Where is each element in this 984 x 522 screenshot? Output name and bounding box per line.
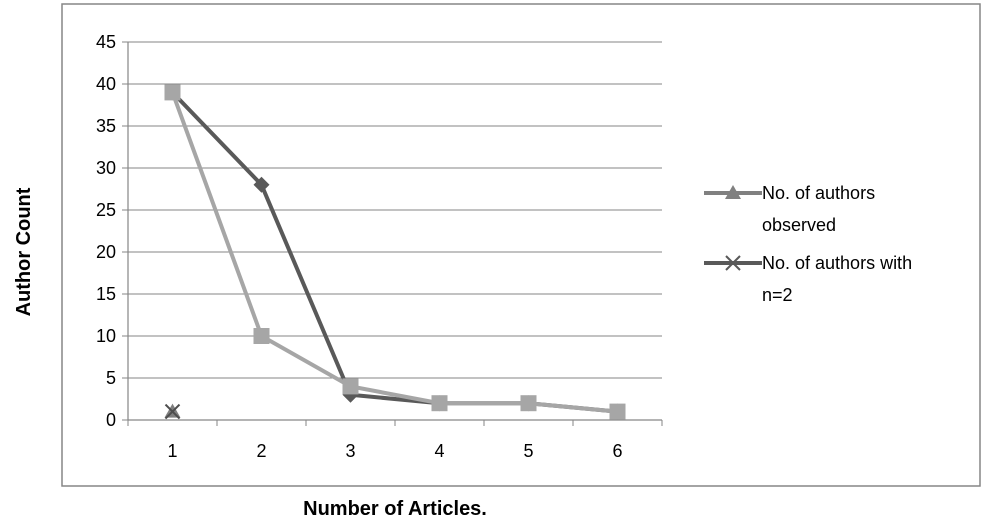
data-point-square (164, 84, 181, 101)
y-tick-label: 0 (106, 410, 116, 430)
y-tick-label: 20 (96, 242, 116, 262)
legend-marker-x (725, 255, 741, 271)
y-tick-label: 40 (96, 74, 116, 94)
x-axis-title: Number of Articles. (303, 498, 487, 520)
legend-label: observed (762, 215, 836, 235)
y-tick-label: 25 (96, 200, 116, 220)
legend-label: n=2 (762, 285, 793, 305)
x-tick-label: 4 (434, 441, 444, 461)
legend-label: No. of authors with (762, 253, 912, 273)
x-tick-label: 1 (167, 441, 177, 461)
chart-area-border (61, 3, 981, 487)
legend-entry-1: No. of authors with n=2 (704, 253, 912, 305)
x-tick-labels: 1 2 3 4 5 6 (167, 441, 622, 461)
series-line-1 (170, 91, 618, 414)
x-tick-label: 5 (523, 441, 533, 461)
x-tick-label: 6 (612, 441, 622, 461)
x-marker-stroke (725, 255, 741, 271)
x-tick-label: 2 (256, 441, 266, 461)
data-point-square (253, 328, 270, 344)
x-marker-stroke (164, 403, 181, 420)
data-point-square (609, 403, 626, 420)
data-point-square (342, 378, 359, 395)
y-tick-label: 5 (106, 368, 116, 388)
y-tick-label: 45 (96, 32, 116, 52)
y-tick-label: 10 (96, 326, 116, 346)
y-tick-labels: 0 5 10 15 20 25 30 35 40 45 (96, 32, 116, 430)
y-tick-label: 35 (96, 116, 116, 136)
data-point-square (520, 395, 537, 412)
series-group (164, 84, 626, 420)
y-tick-label: 30 (96, 158, 116, 178)
legend-entry-0: No. of authors observed (704, 183, 875, 235)
data-point-x (164, 403, 181, 420)
legend-marker-triangle (725, 185, 741, 199)
legend: No. of authors observed No. of authors wit… (704, 183, 912, 305)
axes (122, 41, 663, 426)
data-point-diamond (253, 176, 270, 193)
data-point-square (431, 395, 448, 412)
y-tick-label: 15 (96, 284, 116, 304)
legend-label: No. of authors (762, 183, 875, 203)
x-tick-label: 3 (345, 441, 355, 461)
y-axis-title: Author Count (13, 187, 35, 316)
